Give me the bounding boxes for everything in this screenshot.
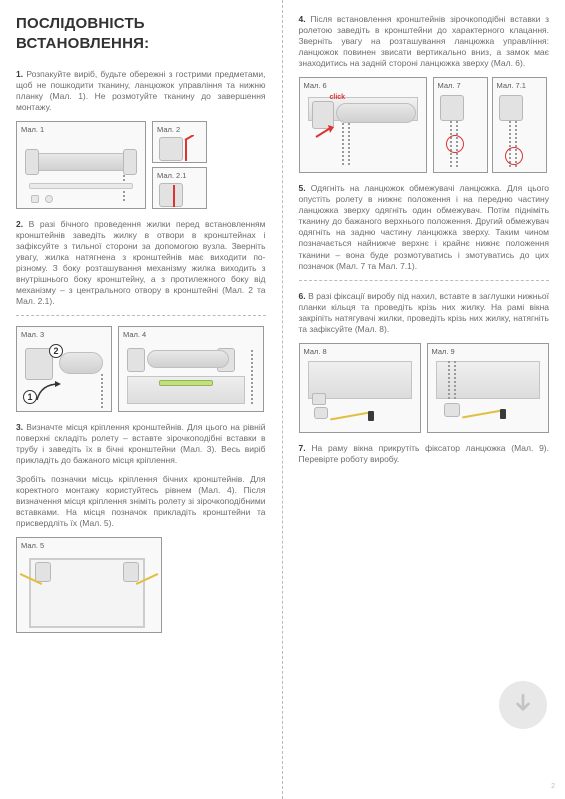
figure-8: Мал. 8: [299, 343, 421, 433]
divider-right: [299, 280, 550, 281]
figure-2: Мал. 2: [152, 121, 207, 163]
figure-7-label: Мал. 7: [434, 78, 487, 91]
step-5-text: 5. Одягніть на ланцюжок обмежувачі ланцю…: [299, 183, 550, 271]
step-3-text: 3. Визначте місця кріплення кронштейнів.…: [16, 422, 266, 466]
figure-5: Мал. 5: [16, 537, 162, 633]
figure-2-label: Мал. 2: [153, 122, 206, 135]
figure-4: Мал. 4: [118, 326, 264, 412]
figure-5-art: [17, 552, 161, 633]
figure-7-1: Мал. 7.1: [492, 77, 547, 173]
step-6-lead: 6.: [299, 291, 306, 301]
figure-7-1-label: Мал. 7.1: [493, 78, 546, 91]
step-6-text: 6. В разі фіксації виробу під нахил, вст…: [299, 291, 550, 335]
main-title: ПОСЛІДОВНІСТЬ ВСТАНОВЛЕННЯ:: [16, 14, 266, 55]
figure-9: Мал. 9: [427, 343, 549, 433]
figure-3: Мал. 3 1 2: [16, 326, 112, 412]
figure-2-1: Мал. 2.1: [152, 167, 207, 209]
figure-row-1: Мал. 1 Мал. 2: [16, 121, 266, 209]
figure-6-art: click: [300, 91, 426, 172]
figure-4-art: [119, 340, 263, 411]
click-label: click: [330, 93, 346, 102]
figure-6-label: Мал. 6: [300, 78, 426, 91]
figure-7-1-art: [493, 91, 546, 172]
divider-left: [16, 315, 266, 316]
step-7-text: 7. На раму вікна прикрутіть фіксатор лан…: [299, 443, 550, 465]
figure-8-label: Мал. 8: [300, 344, 420, 357]
figure-9-art: [428, 357, 548, 432]
figure-3-label: Мал. 3: [17, 327, 111, 340]
step-3b-text: Зробіть позначки місць кріплення бічних …: [16, 474, 266, 529]
page-number: 2: [551, 782, 555, 791]
figure-2-1-label: Мал. 2.1: [153, 168, 206, 181]
step-4-lead: 4.: [299, 14, 306, 24]
step-4-body: Після встановлення кронштейнів зірочкопо…: [299, 14, 550, 68]
figure-row-2: Мал. 3 1 2 Мал. 4: [16, 326, 266, 412]
watermark-icon: [499, 681, 547, 729]
step-4-text: 4. Після встановлення кронштейнів зірочк…: [299, 14, 550, 69]
figure-9-label: Мал. 9: [428, 344, 548, 357]
figure-1-label: Мал. 1: [17, 122, 145, 135]
figure-1-art: [17, 135, 145, 208]
step-5-body: Одягніть на ланцюжок обмежувачі ланцюжка…: [299, 183, 550, 270]
figure-7: Мал. 7: [433, 77, 488, 173]
figure-7-art: [434, 91, 487, 172]
figure-5-label: Мал. 5: [17, 538, 161, 551]
figure-2-1-art: [153, 181, 206, 208]
step-3-body: Визначте місця кріплення кронштейнів. Дл…: [16, 422, 266, 465]
figure-2-art: [153, 135, 206, 162]
left-column: ПОСЛІДОВНІСТЬ ВСТАНОВЛЕННЯ: 1. Розпакуйт…: [0, 0, 283, 799]
figure-6: Мал. 6 click: [299, 77, 427, 173]
step-6-body: В разі фіксації виробу під нахил, вставт…: [299, 291, 550, 334]
step-3b-body: Зробіть позначки місць кріплення бічних …: [16, 474, 266, 528]
step-7-lead: 7.: [299, 443, 306, 453]
figure-3-art: 1 2: [17, 340, 111, 411]
step-5-lead: 5.: [299, 183, 306, 193]
figure-row-5: Мал. 8 Мал. 9: [299, 343, 550, 433]
step-1-text: 1. Розпакуйте виріб, будьте обережні з г…: [16, 69, 266, 113]
figure-row-4: Мал. 6 click Мал. 7: [299, 77, 550, 173]
step-7-body: На раму вікна прикрутіть фіксатор ланцюж…: [299, 443, 550, 464]
right-column: 4. Після встановлення кронштейнів зірочк…: [283, 0, 565, 799]
step-2-body: В разі бічного проведення жилки перед вс…: [16, 219, 266, 306]
step-1-body: Розпакуйте виріб, будьте обережні з гост…: [16, 69, 266, 112]
figure-4-label: Мал. 4: [119, 327, 263, 340]
figure-8-art: [300, 357, 420, 432]
figure-1: Мал. 1: [16, 121, 146, 209]
step-2-text: 2. В разі бічного проведення жилки перед…: [16, 219, 266, 307]
figure-row-3: Мал. 5: [16, 537, 266, 633]
